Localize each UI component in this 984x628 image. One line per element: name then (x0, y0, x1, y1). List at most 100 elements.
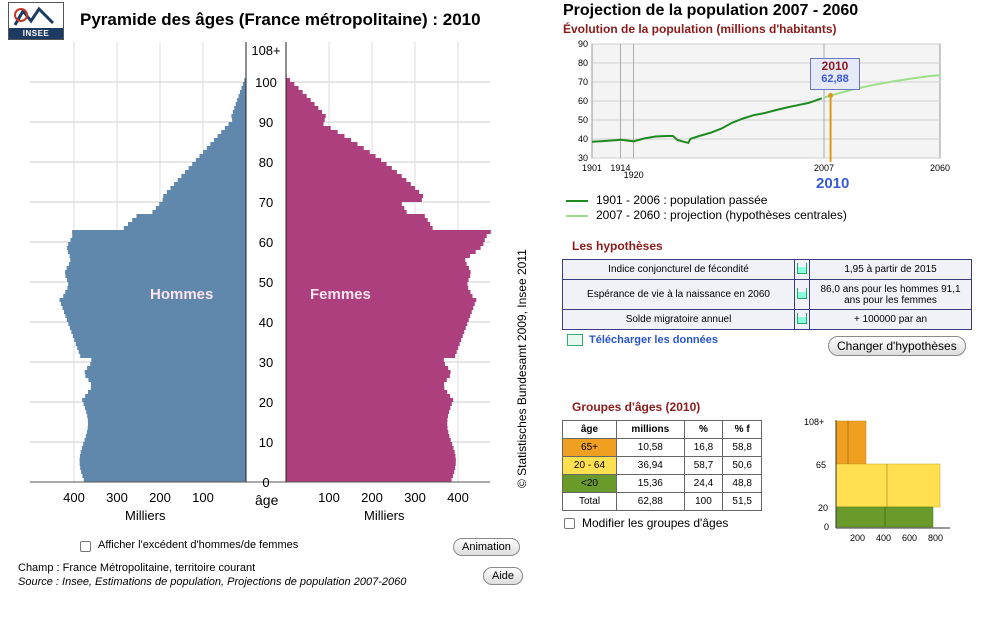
x-tick-label: 2060 (930, 163, 950, 173)
mini-bar-20-64 (835, 463, 941, 508)
pyramid-bar-women (286, 218, 428, 222)
age-tick-label: 30 (259, 355, 273, 370)
group-age: <20 (562, 474, 617, 493)
pyramid-bar-women (286, 90, 303, 94)
aide-button[interactable]: Aide (483, 567, 524, 585)
pyramid-bar-men (136, 214, 246, 218)
groups-header-row: âge millions % % f (562, 420, 762, 439)
group-age: Total (562, 492, 617, 511)
pyramid-bar-men (192, 162, 246, 166)
pyramid-bar-men (90, 362, 246, 366)
groups-header: % f (722, 420, 762, 439)
projection-subtitle: Évolution de la population (millions d'h… (563, 22, 837, 36)
hypotheses-title: Les hypothèses (572, 239, 663, 253)
pyramid-bar-women (286, 334, 463, 338)
pyramid-bar-women (286, 382, 445, 386)
pyramid-bar-women (286, 366, 449, 370)
legend-past-swatch (566, 200, 588, 202)
age-tick-label: 70 (259, 195, 273, 210)
download-link[interactable]: Télécharger les données (589, 334, 718, 346)
pyramid-bar-women (286, 414, 449, 418)
hypothesis-edit-cell[interactable] (794, 279, 810, 310)
pyramid-bar-women (286, 94, 307, 98)
glass-icon[interactable] (797, 312, 807, 324)
series-line-projection (823, 74, 941, 99)
pyramid-bar-women (286, 222, 431, 226)
pyramid-bar-men (74, 338, 246, 342)
mini-x-tick: 200 (850, 533, 865, 543)
pyramid-bar-men (80, 450, 246, 454)
pyramid-bar-women (286, 362, 445, 366)
mini-x-tick: 600 (902, 533, 917, 543)
x-tick-label: 2007 (814, 163, 834, 173)
pyramid-bar-women (286, 378, 447, 382)
pyramid-bar-men (65, 274, 247, 278)
pyramid-bar-men (59, 298, 246, 302)
pyramid-bar-men (63, 310, 246, 314)
pyramid-bar-women (286, 138, 352, 142)
pyramid-bar-men (181, 174, 246, 178)
pyramid-bar-women (286, 234, 487, 238)
pyramid-bar-women (286, 314, 471, 318)
highlight-year: 2010 (821, 59, 849, 73)
pyramid-bar-women (286, 162, 387, 166)
age-tick-label: 0 (262, 475, 269, 490)
pyramid-bar-women (286, 250, 476, 254)
pyramid-bar-women (286, 322, 468, 326)
hypothesis-edit-cell[interactable] (794, 259, 810, 280)
pyramid-bar-women (286, 318, 469, 322)
pyramid-bar-men (87, 366, 246, 370)
pyramid-bar-men (79, 462, 246, 466)
download-icon[interactable] (567, 334, 583, 346)
hypothesis-label: Espérance de vie à la naissance en 2060 (562, 279, 795, 310)
change-hypotheses-button[interactable]: Changer d'hypothèses (828, 336, 966, 356)
group-millions: 62,88 (616, 492, 685, 511)
pyramid-bar-women (286, 294, 473, 298)
glass-icon[interactable] (797, 262, 807, 274)
logo-label: INSEE (9, 28, 63, 39)
pyramid-bar-men (152, 210, 246, 214)
pyramid-bar-men (203, 150, 246, 154)
age-tick-label: 10 (259, 435, 273, 450)
pyramid-bar-men (80, 354, 246, 358)
animation-button[interactable]: Animation (453, 538, 520, 556)
pyramid-bar-men (65, 314, 246, 318)
hypothesis-edit-cell[interactable] (794, 309, 810, 330)
pyramid-bar-women (286, 130, 338, 134)
pyramid-bar-men (87, 422, 246, 426)
pyramid-bar-women (286, 442, 453, 446)
modify-groups-checkbox[interactable] (564, 518, 575, 529)
pyramid-bar-men (217, 134, 246, 138)
x-tick-label: 1901 (582, 163, 602, 173)
pyramid-bar-women (286, 102, 315, 106)
pyramid-bar-women (286, 126, 331, 130)
pyramid-bar-women (286, 246, 481, 250)
pyramid-bar-women (286, 106, 319, 110)
pyramid-bar-women (286, 458, 456, 462)
pyramid-bar-men (221, 130, 246, 134)
pyramid-bar-women (286, 422, 448, 426)
pyramid-bar-men (177, 178, 246, 182)
pyramid-bar-men (206, 146, 246, 150)
pyramid-bar-men (237, 98, 246, 102)
pyramid-bar-women (286, 214, 425, 218)
champ-text: Champ : France Métropolitaine, territoir… (18, 562, 256, 574)
glass-icon[interactable] (797, 287, 807, 299)
age-tick-label: 108+ (251, 43, 280, 58)
mini-bar-65plus (835, 420, 867, 465)
pyramid-bar-women (286, 226, 433, 230)
pyramid-bar-women (286, 210, 407, 214)
pyramid-bar-women (286, 306, 474, 310)
pyramid-bar-men (82, 398, 246, 402)
hypothesis-row: Indice conjoncturel de fécondité 1,95 à … (562, 259, 972, 280)
excess-checkbox[interactable] (80, 541, 91, 552)
pyramid-bar-men (72, 230, 247, 234)
group-pct: 58,7 (683, 456, 724, 475)
pyramid-bar-women (286, 166, 392, 170)
women-unit-label: Milliers (364, 508, 405, 523)
mini-y-tick: 108+ (804, 417, 824, 427)
pyramid-bar-men (75, 342, 247, 346)
groups-header: millions (616, 420, 685, 439)
pyramid-bar-men (242, 82, 246, 86)
hypothesis-value: 86,0 ans pour les hommes 91,1 ans pour l… (809, 279, 972, 310)
